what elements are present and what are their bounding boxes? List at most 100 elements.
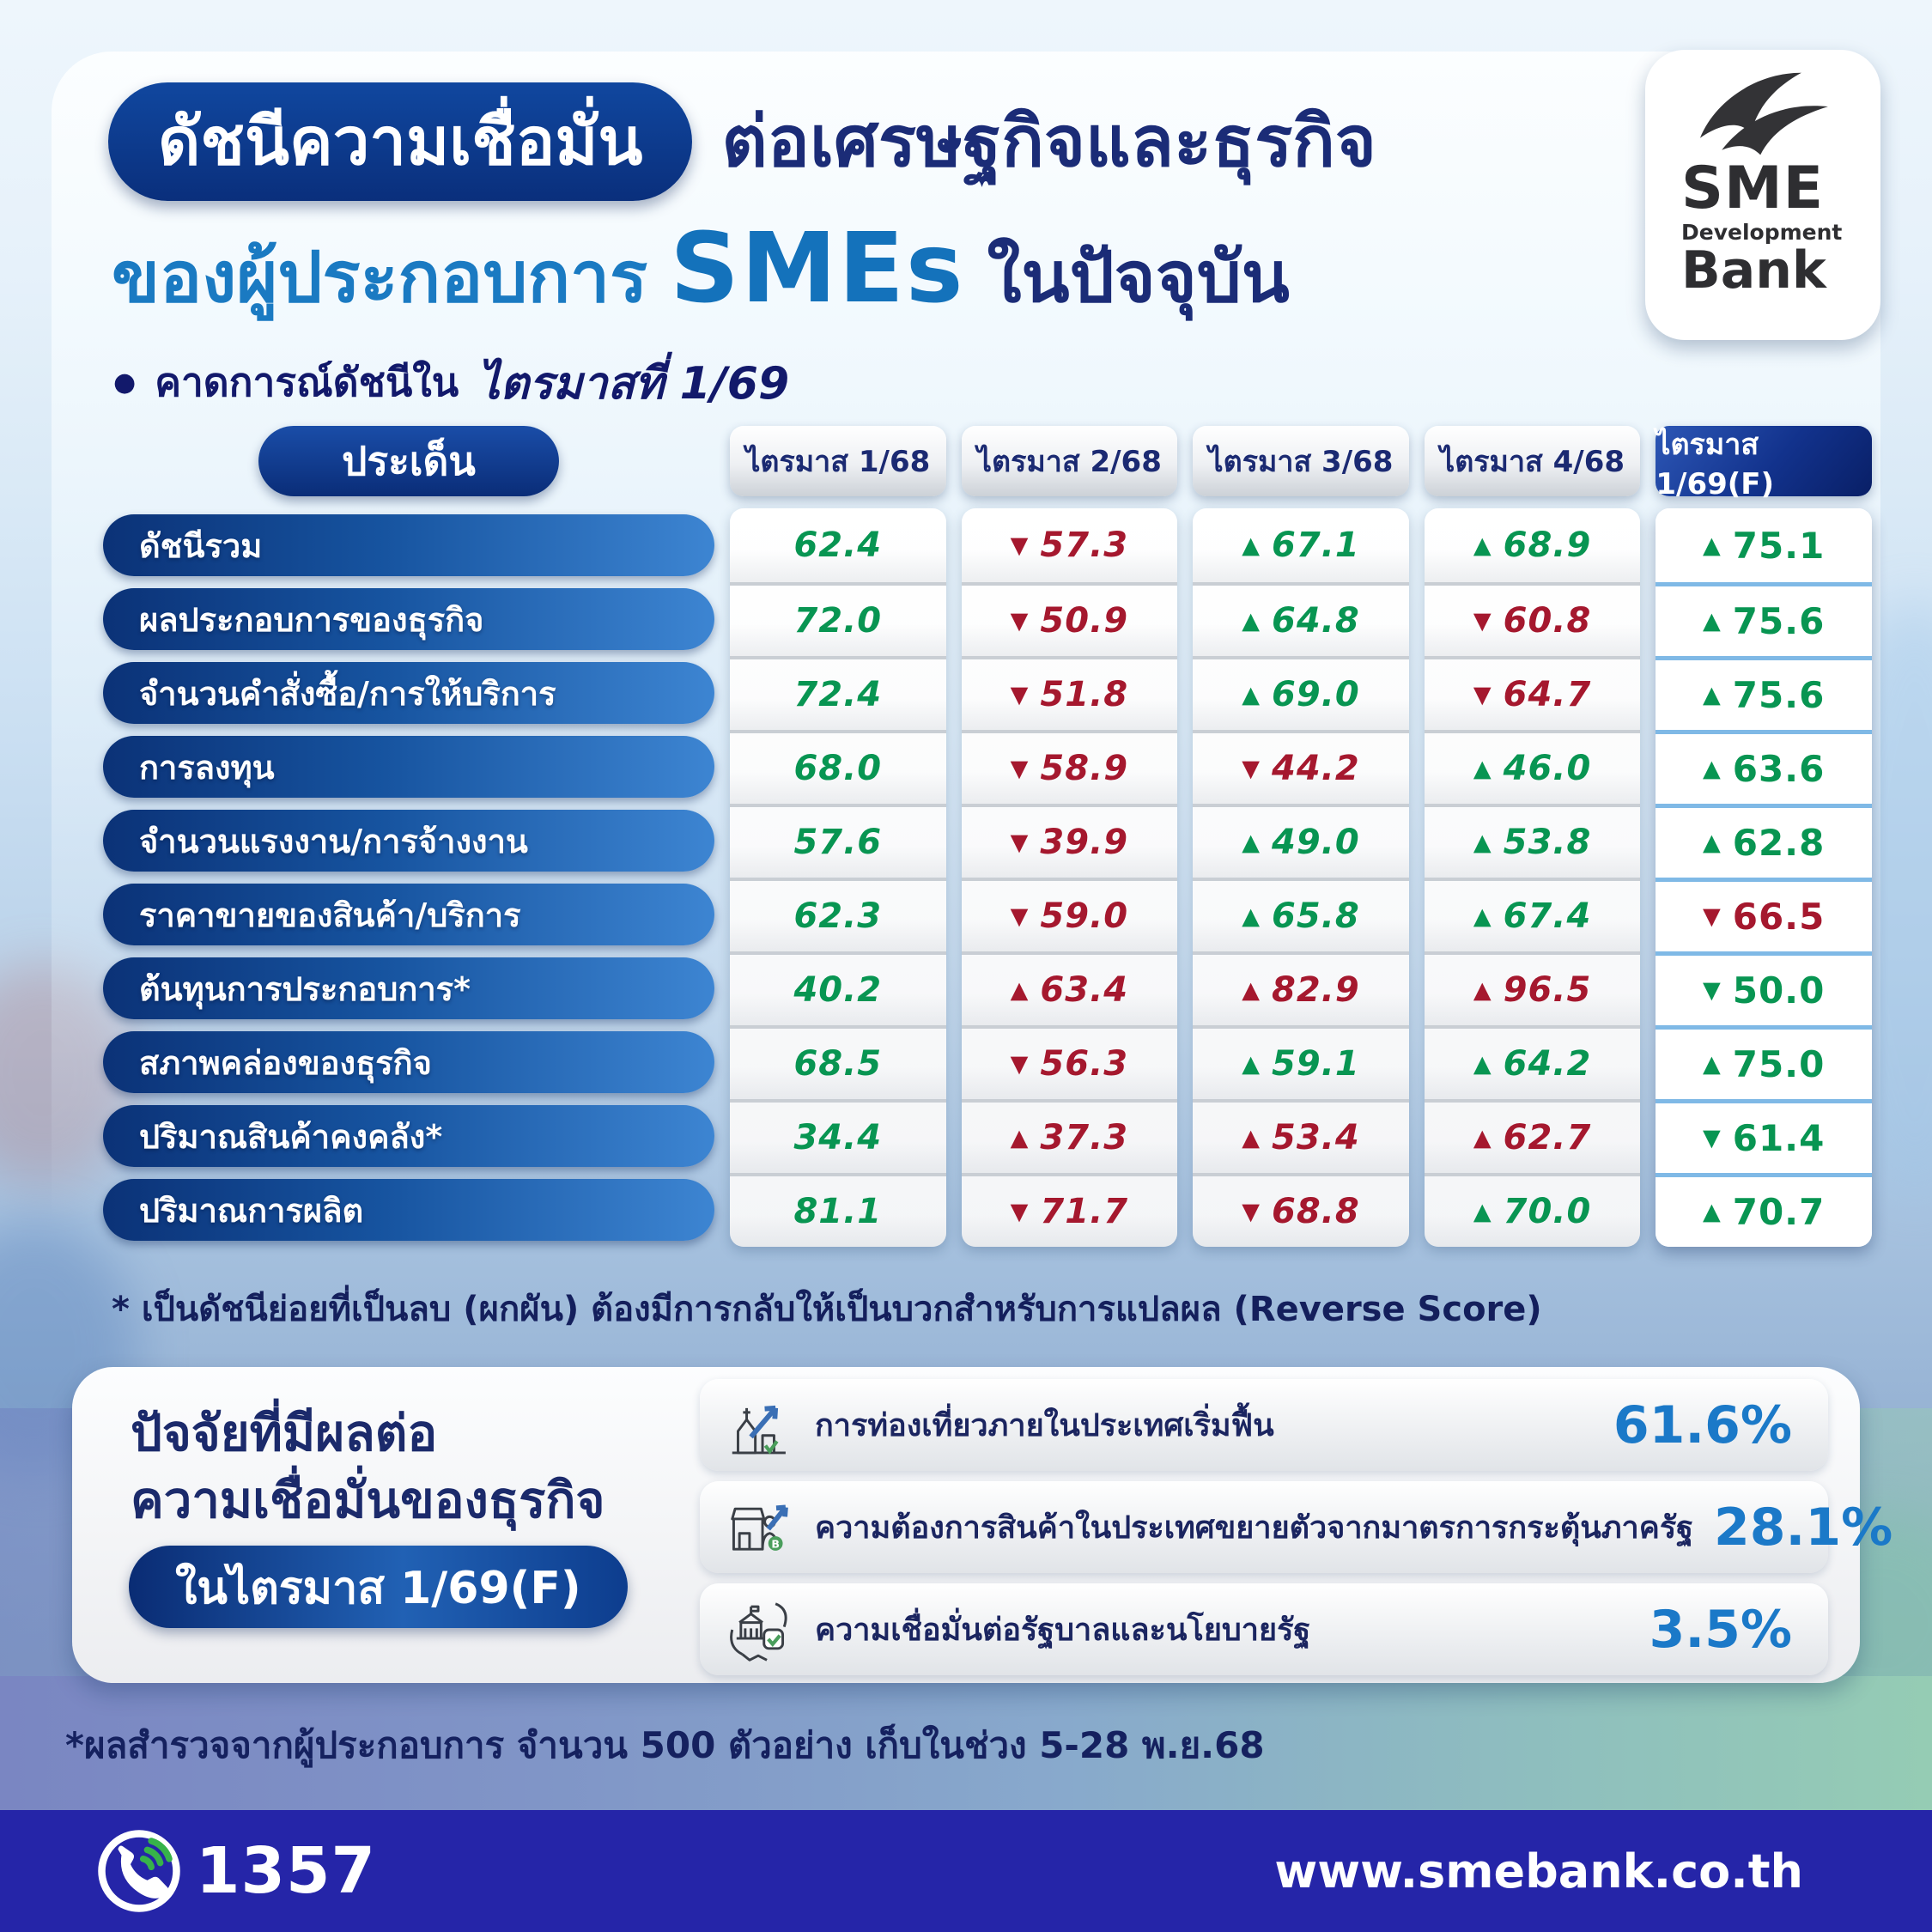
table-body: ดัชนีรวม ผลประกอบการของธุรกิจ จำนวนคำสั่งซ…	[103, 508, 1872, 1247]
down-triangle-icon: ▼	[1473, 681, 1492, 708]
down-triangle-icon: ▼	[1010, 1198, 1029, 1225]
tourism-icon	[722, 1389, 794, 1461]
down-triangle-icon: ▼	[1702, 1125, 1721, 1151]
survey-note: *ผลสำรวจจากผู้ประกอบการ จำนวน 500 ตัวอย่…	[65, 1724, 1265, 1766]
up-triangle-icon: ▲	[1702, 829, 1721, 856]
value-cell: ▲ 69.0	[1193, 656, 1409, 730]
factors-period-badge: ในไตรมาส 1/69(F)	[129, 1546, 628, 1628]
factor-card: ความเชื่อมั่นต่อรัฐบาลและนโยบายรัฐ 3.5%	[700, 1583, 1828, 1675]
value-cell: ▼ 59.0	[961, 878, 1178, 951]
row-label-pill: สภาพคล่องของธุรกิจ	[103, 1031, 714, 1093]
sme-bank-logo: SME Development Bank	[1645, 50, 1880, 340]
index-value: 62.4	[793, 526, 883, 565]
index-value: 62.8	[1732, 822, 1826, 864]
logo-sme: SME	[1681, 155, 1825, 222]
index-value: 64.2	[1503, 1044, 1592, 1084]
value-cell: ▲ 75.6	[1656, 656, 1872, 730]
value-cell: ▼ 68.8	[1193, 1173, 1409, 1247]
title-badge: ดัชนีความเชื่อมั่น	[108, 82, 693, 201]
phone-icon	[98, 1830, 180, 1912]
index-value: 69.0	[1272, 675, 1360, 714]
column-header-label: ไตรมาส 1/68	[745, 445, 931, 479]
footer-bar: 1357 www.smebank.co.th	[0, 1810, 1932, 1932]
index-value: 49.0	[1272, 823, 1360, 862]
value-cell: ▼ 71.7	[961, 1173, 1178, 1247]
index-value: 75.0	[1732, 1043, 1826, 1085]
down-triangle-icon: ▼	[1702, 977, 1721, 1004]
index-value: 50.0	[1732, 969, 1826, 1012]
value-cell: ▲ 37.3	[961, 1099, 1178, 1173]
up-triangle-icon: ▲	[1242, 902, 1261, 930]
website-url: www.smebank.co.th	[1274, 1844, 1803, 1899]
row-label: สภาพคล่องของธุรกิจ	[139, 1043, 432, 1082]
down-triangle-icon: ▼	[1242, 755, 1261, 782]
up-triangle-icon: ▲	[1242, 1124, 1261, 1151]
column-header-quarter: ไตรมาส 4/68	[1424, 426, 1641, 496]
value-cell: ▼ 66.5	[1656, 878, 1872, 951]
table-row: ราคาขายของสินค้า/บริการ	[103, 878, 714, 951]
up-triangle-icon: ▲	[1702, 756, 1721, 782]
column-header-label: ไตรมาส 3/68	[1208, 445, 1394, 479]
value-cell: ▲ 70.0	[1424, 1173, 1641, 1247]
index-value: 61.4	[1732, 1117, 1826, 1159]
down-triangle-icon: ▼	[1010, 902, 1029, 930]
value-cell: ▲ 59.1	[1193, 1025, 1409, 1099]
down-triangle-icon: ▼	[1010, 829, 1029, 856]
value-cell: ▼ 61.4	[1656, 1099, 1872, 1173]
survey-note-band	[0, 1676, 1932, 1814]
factors-heading-line1: ปัจจัยที่มีผลต่อ	[131, 1404, 438, 1462]
index-value: 75.6	[1732, 674, 1826, 716]
index-value: 64.8	[1272, 601, 1360, 641]
table-row: จำนวนคำสั่งซื้อ/การให้บริการ	[103, 656, 714, 730]
index-value: 53.8	[1503, 823, 1592, 862]
value-cell: 34.4	[730, 1099, 946, 1173]
index-value: 62.3	[793, 896, 883, 936]
row-label-pill: ปริมาณสินค้าคงคลัง*	[103, 1105, 714, 1167]
index-value: 63.4	[1040, 970, 1129, 1010]
row-label-pill: ปริมาณการผลิต	[103, 1179, 714, 1241]
svg-text:B: B	[771, 1537, 780, 1550]
up-triangle-icon: ▲	[1473, 1198, 1492, 1225]
column-header-label: ไตรมาส 1/69(F)	[1656, 428, 1775, 501]
value-cell: ▲ 46.0	[1424, 730, 1641, 804]
value-cell: ▲ 75.1	[1656, 508, 1872, 582]
index-value: 63.6	[1732, 748, 1826, 790]
up-triangle-icon: ▲	[1242, 1050, 1261, 1078]
value-column: ▼ 57.3 ▼ 50.9 ▼ 51.8 ▼ 58.9 ▼ 39.9 ▼ 59.0 ▲ 63.4 ▼ 56.3…	[961, 508, 1178, 1247]
value-cell: ▲ 67.4	[1424, 878, 1641, 951]
index-value: 40.2	[793, 970, 883, 1010]
factor-percentage: 61.6%	[1613, 1394, 1792, 1455]
index-value: 65.8	[1272, 896, 1360, 936]
up-triangle-icon: ▲	[1242, 532, 1261, 559]
subtitle: ● คาดการณ์ดัชนีใน ไตรมาสที่ 1/69	[113, 347, 789, 418]
reverse-score-footnote: * เป็นดัชนีย่อยที่เป็นลบ (ผกผัน) ต้องมีก…	[112, 1290, 1542, 1329]
row-label-pill: ราคาขายของสินค้า/บริการ	[103, 884, 714, 945]
value-cell: ▲ 75.6	[1656, 582, 1872, 656]
down-triangle-icon: ▼	[1473, 607, 1492, 635]
index-value: 51.8	[1040, 675, 1129, 714]
up-triangle-icon: ▲	[1473, 755, 1492, 782]
column-header-quarter: ไตรมาส 1/69(F)	[1656, 426, 1872, 501]
value-cell: ▲ 64.8	[1193, 582, 1409, 656]
factors-heading-line2: ความเชื่อมั่นของธุรกิจ	[131, 1471, 605, 1529]
title-line2-navy: ในปัจจุบัน	[987, 237, 1290, 319]
value-cell: ▼ 50.0	[1656, 951, 1872, 1025]
subtitle-prefix: คาดการณ์ดัชนีใน	[155, 359, 459, 405]
up-triangle-icon: ▲	[1473, 902, 1492, 930]
index-value: 75.1	[1732, 524, 1826, 567]
title-line-1: ดัชนีความเชื่อมั่น ต่อเศรษฐกิจและธุรกิจ	[108, 82, 1376, 201]
index-value: 75.6	[1732, 600, 1826, 642]
corner-label-pill: ประเด็น	[258, 426, 559, 496]
up-triangle-icon: ▲	[1702, 682, 1721, 708]
column-header-label: ไตรมาส 4/68	[1440, 445, 1625, 479]
down-triangle-icon: ▼	[1010, 755, 1029, 782]
value-cell: 72.4	[730, 656, 946, 730]
factor-card: B ความต้องการสินค้าในประเทศขยายตัวจากมาตร…	[700, 1481, 1893, 1573]
value-cell: ▲ 64.2	[1424, 1025, 1641, 1099]
up-triangle-icon: ▲	[1702, 532, 1721, 559]
row-label: ราคาขายของสินค้า/บริการ	[139, 896, 521, 934]
value-cell: ▲ 67.1	[1193, 508, 1409, 582]
down-triangle-icon: ▼	[1702, 903, 1721, 930]
up-triangle-icon: ▲	[1473, 532, 1492, 559]
value-cell: ▼ 64.7	[1424, 656, 1641, 730]
